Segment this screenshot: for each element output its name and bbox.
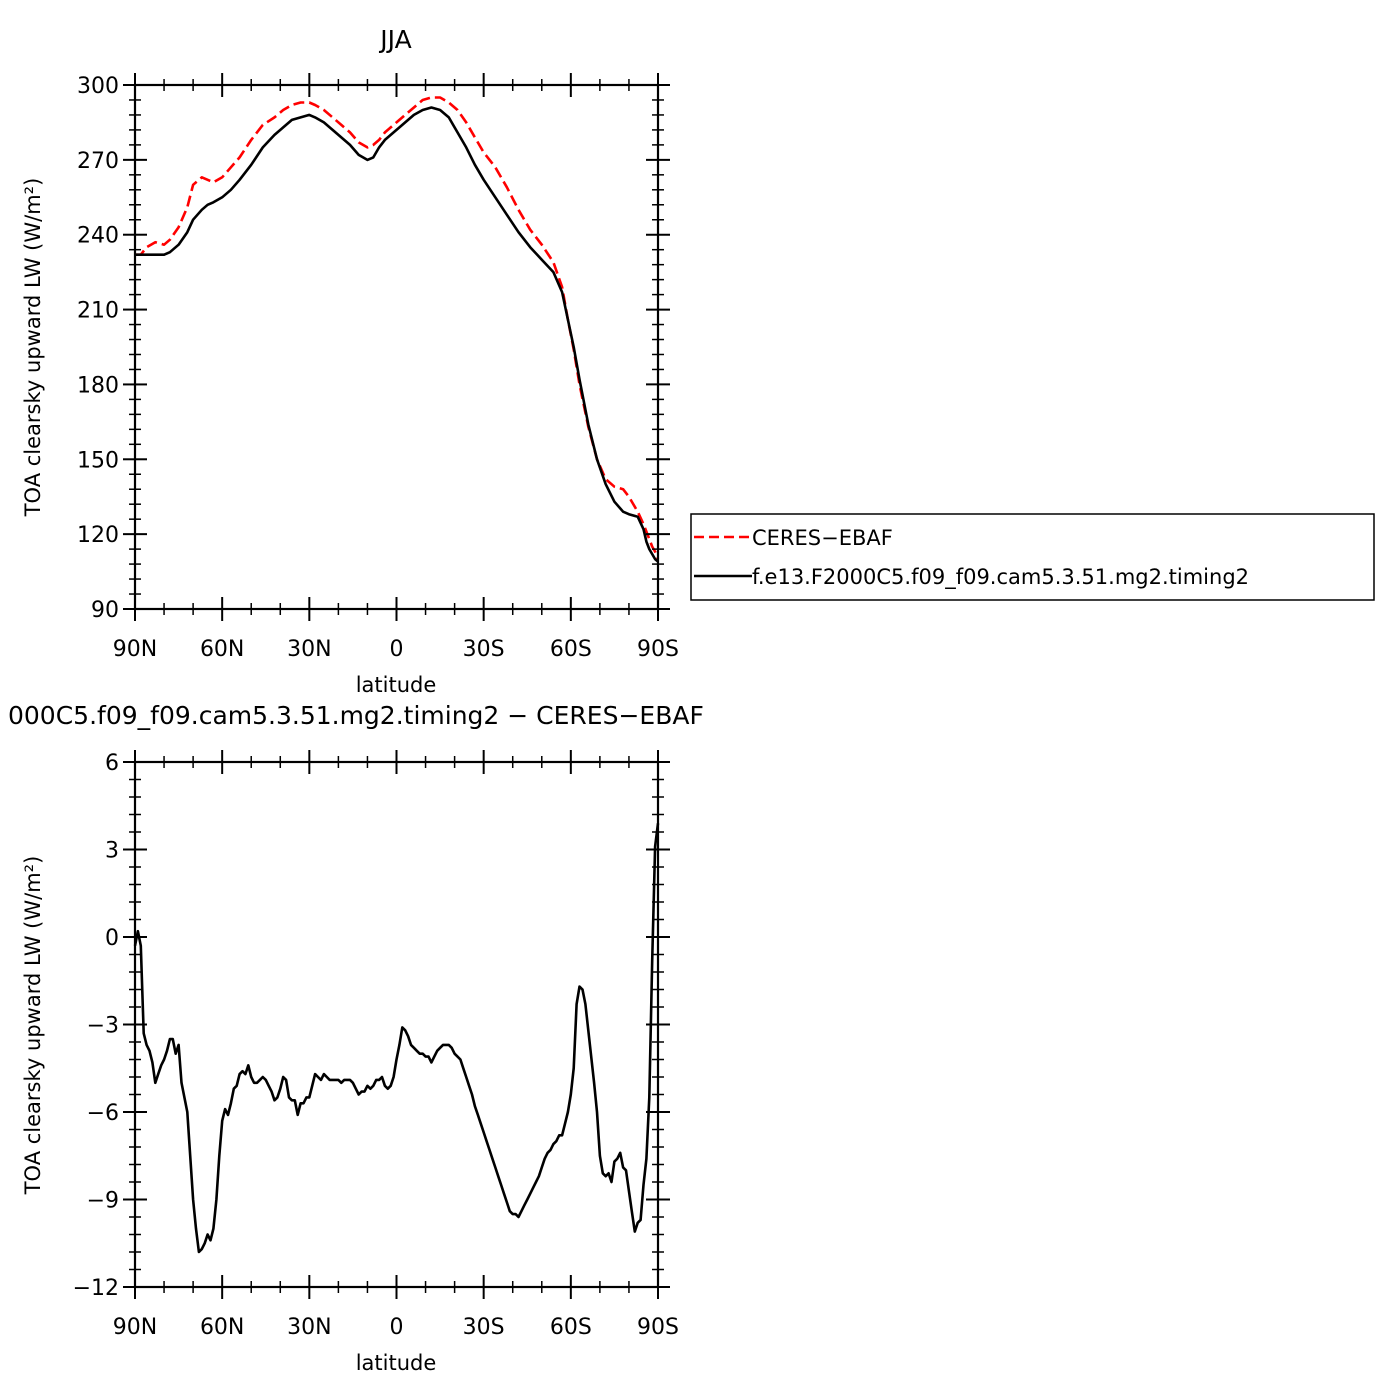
top-xtick-label: 60S — [550, 637, 592, 662]
bottom-y-axis-label: TOA clearsky upward LW (W/m²) — [21, 856, 45, 1196]
top-ytick-label: 120 — [77, 523, 119, 548]
bottom-xtick-label: 30S — [463, 1315, 505, 1340]
top-y-axis-label: TOA clearsky upward LW (W/m²) — [21, 178, 45, 518]
top-series-layer — [135, 96, 660, 563]
bottom-ytick-label: 6 — [105, 751, 119, 776]
bottom-ticks-layer: −12 −9 −6 −3 0 3 6 90N 60N 30N 0 30S 60S 90S — [73, 750, 679, 1340]
top-xtick-label: 30N — [287, 637, 331, 662]
top-series-line-0 — [135, 96, 660, 560]
top-ytick-label: 210 — [77, 299, 119, 324]
top-series-line-1 — [135, 106, 659, 563]
bottom-xtick-label: 60S — [550, 1315, 592, 1340]
top-x-axis-label: latitude — [356, 673, 437, 697]
bottom-chart-title: 000C5.f09_f09.cam5.3.51.mg2.timing2 − CE… — [8, 701, 704, 730]
bottom-xtick-label: 30N — [287, 1315, 331, 1340]
top-ytick-label: 270 — [77, 149, 119, 174]
legend-box — [690, 513, 1375, 601]
bottom-xtick-label: 60N — [200, 1315, 244, 1340]
top-xtick-label: 90N — [113, 637, 157, 662]
top-ticks-layer: 90 120 150 180 210 240 270 300 90N 60N 30N 0 30S 60S 9… — [77, 73, 679, 662]
top-xtick-label: 0 — [390, 637, 404, 662]
top-chart-title: JJA — [378, 25, 411, 54]
bottom-plot-frame — [133, 760, 660, 1289]
bottom-ytick-label: 0 — [105, 926, 119, 951]
legend: CERES−EBAF f.e13.F2000C5.f09_f09.cam5.3.… — [690, 513, 1375, 601]
bottom-ytick-label: 3 — [105, 839, 119, 864]
top-ytick-label: 240 — [77, 224, 119, 249]
top-ytick-label: 300 — [77, 74, 119, 99]
bottom-ytick-label: −3 — [87, 1014, 119, 1039]
legend-label-ceres: CERES−EBAF — [752, 526, 893, 550]
bottom-series-layer — [133, 823, 660, 1254]
bottom-x-axis-label: latitude — [356, 1351, 437, 1375]
top-plot-frame — [133, 83, 660, 611]
legend-label-model: f.e13.F2000C5.f09_f09.cam5.3.51.mg2.timi… — [752, 565, 1249, 590]
bottom-xtick-label: 90N — [113, 1315, 157, 1340]
top-xtick-label: 90S — [637, 637, 679, 662]
bottom-xtick-label: 90S — [637, 1315, 679, 1340]
bottom-ytick-label: −12 — [73, 1276, 119, 1301]
bottom-ytick-label: −9 — [87, 1189, 119, 1214]
bottom-ytick-label: −6 — [87, 1101, 119, 1126]
top-ytick-label: 90 — [91, 598, 119, 623]
bottom-xtick-label: 0 — [390, 1315, 404, 1340]
top-ytick-label: 180 — [77, 373, 119, 398]
bottom-series-line-0 — [133, 823, 660, 1254]
top-xtick-label: 30S — [463, 637, 505, 662]
top-xtick-label: 60N — [200, 637, 244, 662]
bottom-panel: 000C5.f09_f09.cam5.3.51.mg2.timing2 − CE… — [8, 701, 704, 1375]
top-panel: JJA 90 120 150 180 210 240 270 300 90N 60N 30N 0 30S… — [21, 25, 679, 697]
top-ytick-label: 150 — [77, 448, 119, 473]
